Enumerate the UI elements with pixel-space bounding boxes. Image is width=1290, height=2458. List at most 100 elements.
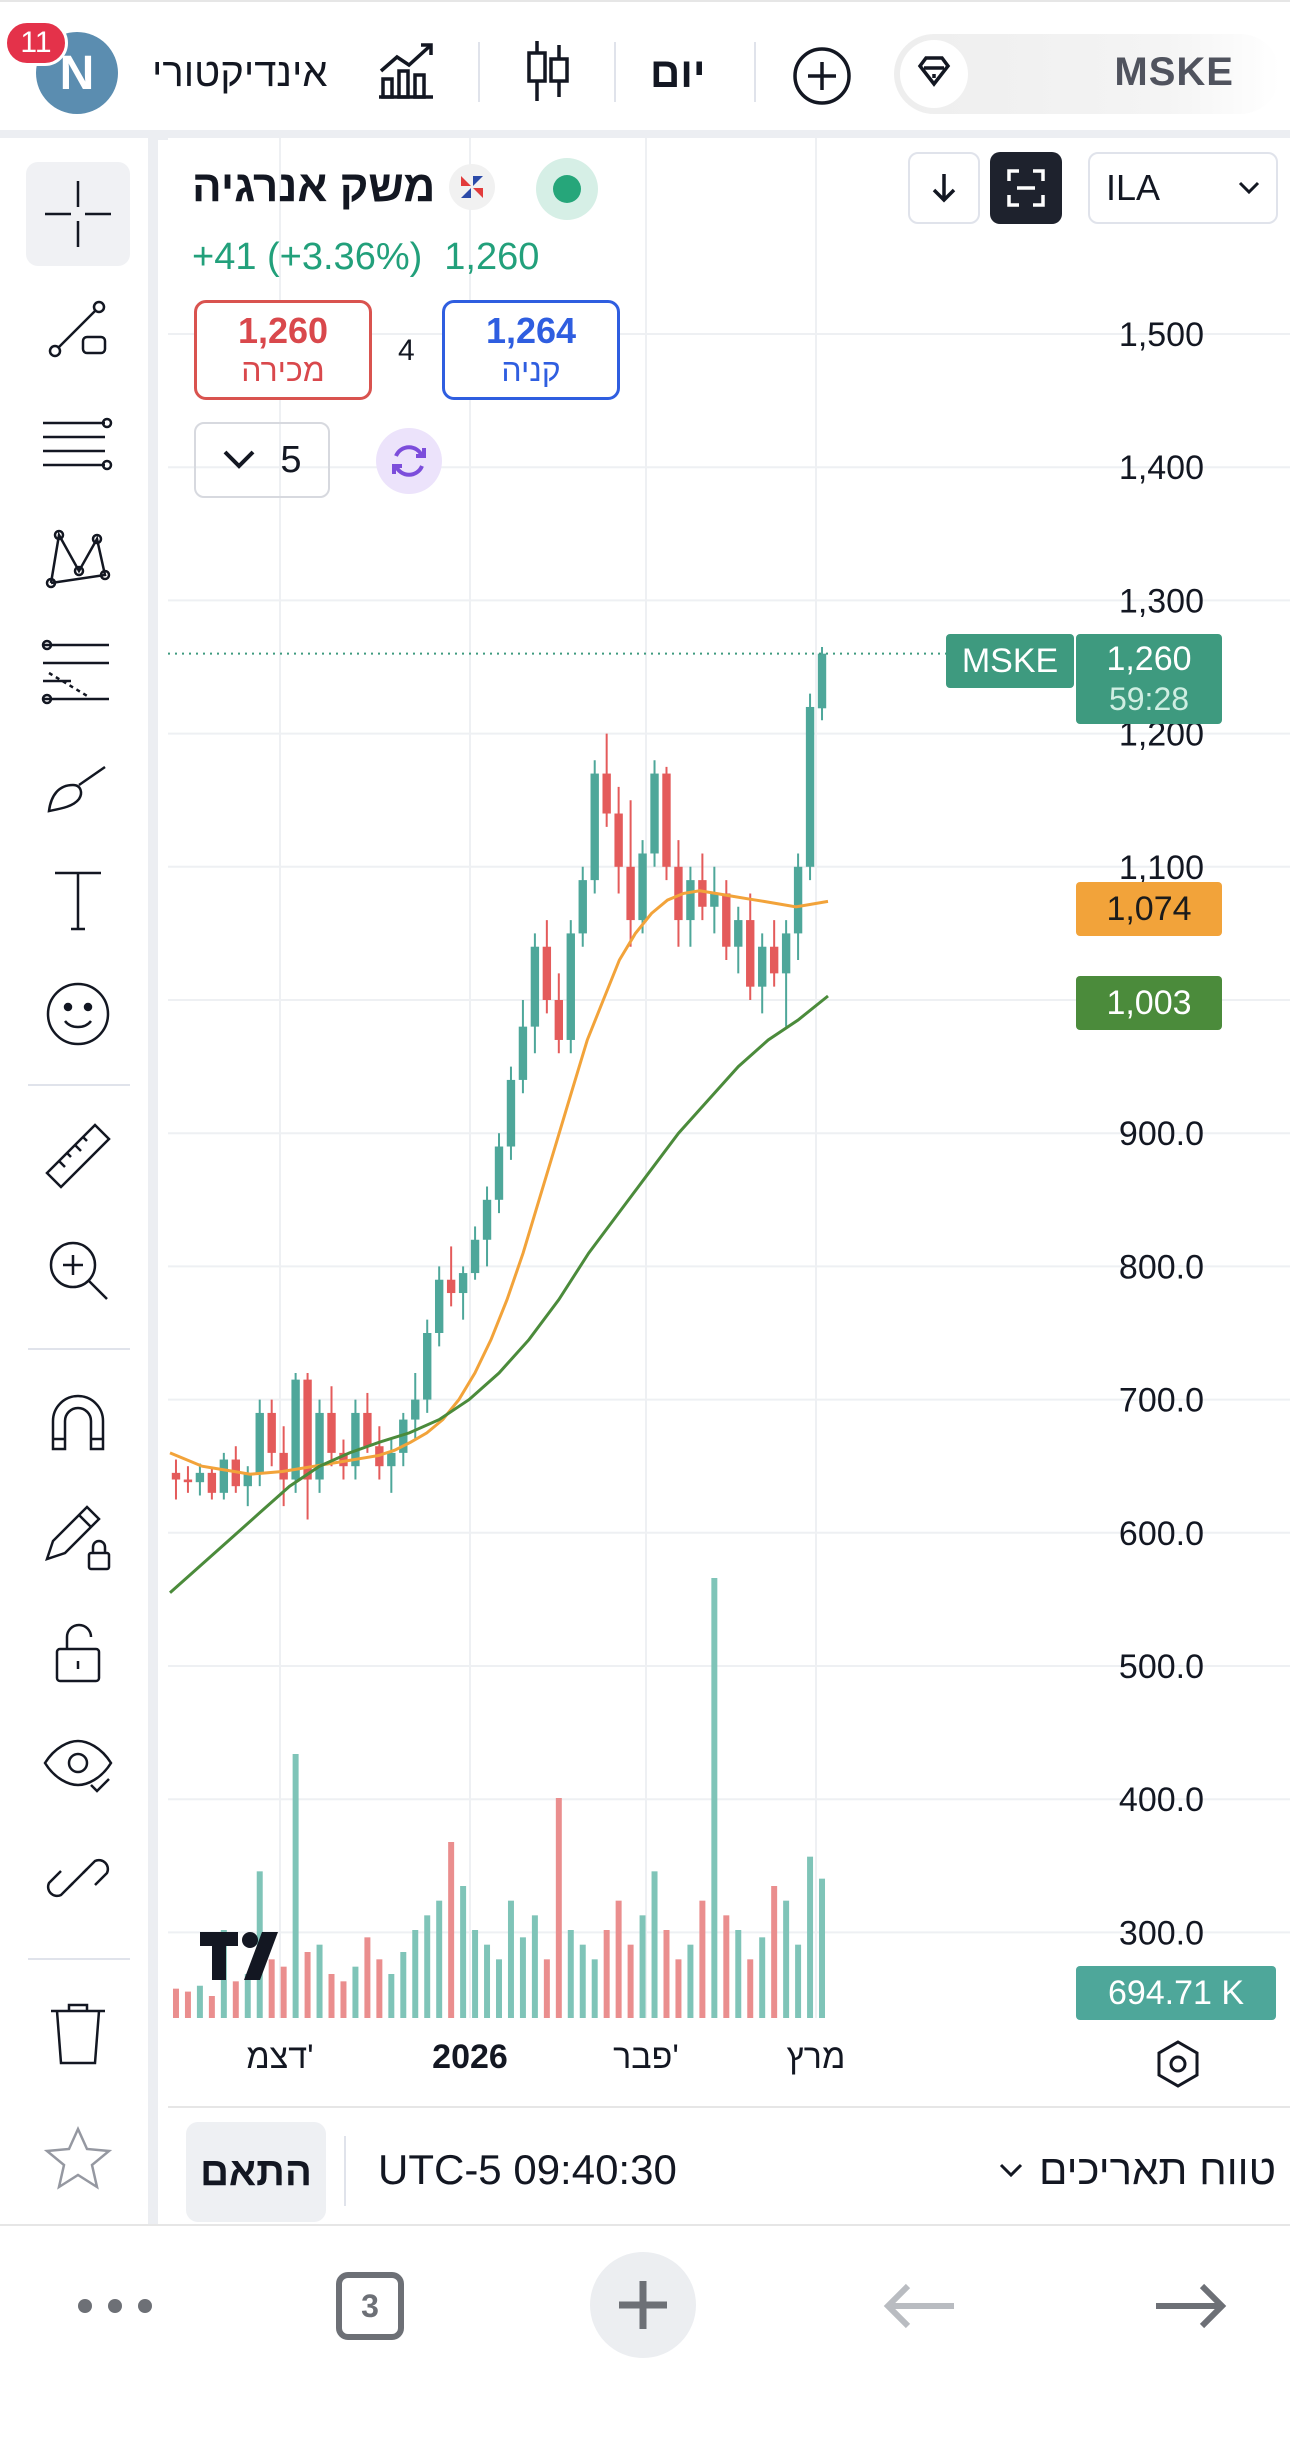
interval-button[interactable]: יום	[650, 49, 706, 96]
quantity-value: 5	[280, 438, 302, 481]
sell-button[interactable]: 1,260 מכירה	[194, 300, 372, 400]
candle-body	[279, 1452, 288, 1480]
link-icon[interactable]	[26, 1826, 130, 1930]
candle-body	[542, 946, 552, 1000]
trend-line-icon[interactable]	[26, 278, 130, 382]
toolbar-divider	[478, 42, 480, 102]
candle-body	[327, 1412, 336, 1453]
candle-body	[171, 1472, 181, 1480]
pattern-icon[interactable]	[26, 506, 130, 610]
user-avatar[interactable]: N	[36, 32, 118, 114]
candle-body	[805, 706, 815, 867]
date-range-selector[interactable]: טווח תאריכים	[999, 2146, 1276, 2194]
indicators-button[interactable]: אינדיקטורי	[152, 50, 328, 95]
fit-button[interactable]: התאם	[186, 2122, 326, 2222]
price-axis-label: 500.0	[1119, 1648, 1204, 1686]
zoom-in-icon[interactable]	[26, 1218, 130, 1322]
volume-bar	[519, 1937, 526, 2018]
tabs-button[interactable]: 3	[320, 2256, 420, 2356]
drawing-toolbar	[0, 138, 158, 2224]
divider	[28, 1084, 130, 1086]
scroll-down-button[interactable]	[908, 152, 980, 224]
ma-green-tag: 1,003	[1076, 976, 1222, 1030]
lock-drawing-icon[interactable]	[26, 1484, 130, 1588]
back-button[interactable]	[870, 2256, 970, 2356]
moving-average-line	[169, 889, 829, 1476]
emoji-icon[interactable]	[26, 962, 130, 1066]
timezone-clock[interactable]: UTC-5 09:40:30	[378, 2146, 677, 2193]
chart-type-candles-icon[interactable]	[520, 38, 576, 104]
chart-area[interactable]: 1,5001,4001,3001,2001,1001,000900.0800.0…	[168, 138, 1290, 2224]
buy-button[interactable]: 1,264 קניה	[442, 300, 620, 400]
magnet-icon[interactable]	[26, 1370, 130, 1474]
currency-select[interactable]: ILA	[1088, 152, 1278, 224]
forward-button[interactable]	[1140, 2256, 1240, 2356]
volume-bar	[316, 1944, 323, 2018]
new-tab-button[interactable]	[590, 2252, 696, 2358]
candle-body	[734, 920, 743, 947]
time-axis-label: מרץ	[787, 2038, 846, 2076]
volume-bar	[412, 1930, 419, 2018]
candle-body	[722, 893, 731, 947]
price-axis-label: 800.0	[1119, 1248, 1204, 1286]
candle-body	[554, 1000, 564, 1040]
arrow-right-icon	[1156, 2283, 1227, 2329]
chart-settings-icon[interactable]	[1148, 2034, 1208, 2094]
buy-price: 1,264	[485, 310, 577, 351]
candle-body	[650, 773, 659, 854]
candle-body	[482, 1199, 492, 1240]
volume-bar	[819, 1878, 826, 2018]
price-axis-label: 1,100	[1119, 849, 1204, 887]
volume-bar	[364, 1937, 371, 2018]
price-chart[interactable]: 1,5001,4001,3001,2001,1001,000900.0800.0…	[168, 138, 1290, 2106]
ma-orange-tag: 1,074	[1076, 882, 1222, 936]
refresh-icon[interactable]	[376, 428, 442, 494]
forecast-icon[interactable]	[26, 620, 130, 724]
volume-bar	[783, 1900, 790, 2018]
symbol-legend[interactable]: משק אנרגיה	[192, 158, 496, 216]
fullscreen-button[interactable]	[990, 152, 1062, 224]
candle-body	[746, 920, 755, 987]
brush-icon[interactable]	[26, 734, 130, 838]
volume-bar	[448, 1842, 455, 2018]
buy-label: קניה	[501, 352, 561, 388]
favorite-star-icon[interactable]	[26, 2108, 130, 2212]
notification-badge[interactable]: 11	[4, 20, 68, 66]
tabs-count: 3	[336, 2272, 404, 2340]
fib-lines-icon[interactable]	[26, 392, 130, 496]
candle-body	[698, 880, 707, 907]
market-status-indicator[interactable]	[536, 158, 598, 220]
chart-footer: התאם UTC-5 09:40:30 טווח תאריכים	[168, 2106, 1290, 2224]
indicators-icon[interactable]	[372, 40, 440, 102]
symbol-search-button[interactable]: MSKE	[894, 34, 1280, 114]
volume-bar	[735, 1930, 742, 2018]
candle-body	[315, 1412, 324, 1480]
volume-bar	[651, 1871, 658, 2018]
volume-bar	[460, 1886, 467, 2018]
text-tool-icon[interactable]	[26, 848, 130, 952]
volume-bar	[663, 1930, 670, 2018]
more-button[interactable]	[60, 2256, 170, 2356]
volume-bar	[699, 1900, 706, 2018]
candle-body	[602, 773, 611, 814]
top-toolbar: N 11 אינדיקטורי יום MSKE	[0, 0, 1290, 140]
candle-body	[243, 1472, 252, 1487]
company-logo-icon	[449, 164, 496, 210]
compare-add-icon[interactable]	[788, 42, 856, 110]
volume-bar	[424, 1915, 431, 2018]
volume-bar	[244, 1974, 251, 2018]
volume-bar	[531, 1915, 538, 2018]
crosshair-icon[interactable]	[26, 162, 130, 266]
more-dots-icon	[78, 2299, 152, 2313]
eye-icon[interactable]	[26, 1712, 130, 1816]
ruler-icon[interactable]	[26, 1104, 130, 1208]
price-axis-label: 1,400	[1119, 449, 1204, 487]
price-change-row: +41 (+3.36%) 1,260	[192, 236, 539, 279]
quantity-selector[interactable]: 5	[194, 422, 330, 498]
toolbar-divider	[754, 42, 756, 102]
unlock-icon[interactable]	[26, 1598, 130, 1702]
trash-icon[interactable]	[26, 1980, 130, 2084]
currency-value: ILA	[1106, 167, 1161, 208]
candle-body	[363, 1412, 372, 1447]
divider	[344, 2136, 346, 2206]
